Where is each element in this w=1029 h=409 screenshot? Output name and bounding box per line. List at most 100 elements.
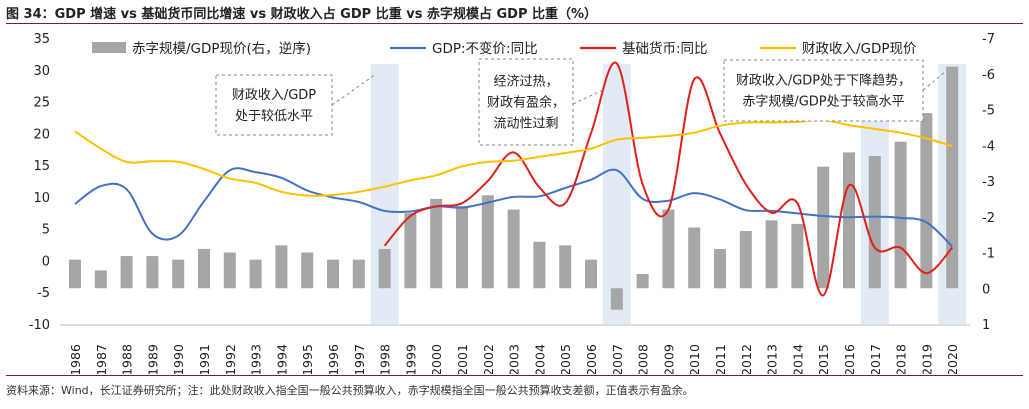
deficit-bar <box>739 231 752 289</box>
right-axis-tick-label: -4 <box>982 139 995 154</box>
x-tick-label: 2019 <box>919 344 934 374</box>
annotations: 财政收入/GDP 处于较低水平 经济过热， 财政有盈余， 流动性过剩 财政收入/GDP处于… <box>215 58 946 146</box>
deficit-bar <box>894 141 907 289</box>
left-axis-tick-label: 30 <box>33 64 50 79</box>
right-axis-tick-label: -6 <box>982 68 995 83</box>
deficit-bar <box>843 152 855 289</box>
footnote: 资料来源：Wind，长江证券研究所；注：此处财政收入指全国一般公共预算收入，赤字… <box>6 384 694 397</box>
left-axis-tick-label: 0 <box>42 254 50 269</box>
x-tick-label: 1998 <box>378 344 393 374</box>
deficit-bar <box>352 259 365 289</box>
deficit-bar <box>94 270 107 289</box>
x-tick-label: 1999 <box>403 344 418 374</box>
x-tick-label: 1997 <box>352 344 367 374</box>
annotation-text: 财政有盈余， <box>487 95 565 111</box>
highlight-band <box>602 64 631 324</box>
x-tick-label: 1996 <box>326 344 341 374</box>
deficit-bar <box>198 248 210 289</box>
deficit-bar <box>868 155 881 289</box>
x-tick-label: 2004 <box>532 344 547 374</box>
right-axis-tick-label: 1 <box>982 318 990 333</box>
annotation-box <box>723 59 924 122</box>
x-tick-label: 1989 <box>145 344 160 374</box>
figure-title: 图 34：GDP 增速 vs 基础货币同比增速 vs 财政收入占 GDP 比重 … <box>6 7 598 22</box>
deficit-bar <box>688 227 701 289</box>
x-tick-label: 2000 <box>429 344 444 374</box>
x-tick-label: 2005 <box>558 344 573 374</box>
x-tick-label: 2020 <box>945 344 960 374</box>
x-tick-label: 2012 <box>739 344 754 374</box>
annotation-box <box>215 74 333 136</box>
legend-label: 赤字规模/GDP现价(右，逆序) <box>132 41 311 57</box>
x-tick-label: 1991 <box>197 344 212 374</box>
left-axis-tick-label: 35 <box>33 32 50 47</box>
x-tick-label: 2001 <box>455 344 470 374</box>
annotation-leader <box>331 73 377 106</box>
x-tick-label: 2003 <box>507 344 522 374</box>
legend-swatch-bar <box>92 42 126 53</box>
x-tick-label: 2013 <box>765 344 780 374</box>
x-tick-label: 1993 <box>249 344 264 374</box>
deficit-bar <box>481 195 494 289</box>
deficit-bar <box>946 66 959 289</box>
deficit-bar <box>559 245 572 289</box>
x-tick-label: 2002 <box>481 344 496 374</box>
deficit-bar <box>301 252 314 289</box>
x-tick-label: 1988 <box>120 344 135 374</box>
x-tick-label: 1995 <box>300 344 315 374</box>
deficit-bar <box>327 259 339 289</box>
x-tick-label: 2006 <box>584 344 599 374</box>
annotation-text: 流动性过剩 <box>493 117 558 132</box>
right-axis-tick-label: -2 <box>982 211 995 226</box>
legend-label: 基础货币:同比 <box>622 40 708 57</box>
x-tick-label: 2009 <box>661 344 676 374</box>
deficit-bar <box>765 220 778 289</box>
deficit-bar <box>662 209 675 289</box>
left-axis-tick-label: 20 <box>33 127 50 142</box>
deficit-bar <box>69 259 81 289</box>
legend-label: GDP:不变价:同比 <box>432 41 538 57</box>
x-tick-label: 1992 <box>223 344 238 374</box>
deficit-bar <box>172 259 185 289</box>
deficit-bar <box>378 248 391 289</box>
deficit-bar <box>714 248 726 289</box>
deficit-bar <box>275 245 288 289</box>
title-rule <box>6 23 1023 24</box>
deficit-bar <box>223 252 236 289</box>
footnote-rule <box>6 375 1023 376</box>
annotation-text: 财政收入/GDP处于下降趋势， <box>736 73 911 89</box>
left-axis-tick-label: -5 <box>37 286 50 301</box>
deficit-bar <box>533 241 546 289</box>
deficit-bar <box>920 113 933 289</box>
x-tick-label: 2017 <box>868 344 883 374</box>
left-axis-tick-label: 25 <box>33 96 50 111</box>
annotation-text: 财政收入/GDP <box>232 88 316 103</box>
deficit-bar <box>120 256 133 289</box>
x-tick-label: 1990 <box>171 344 186 374</box>
left-axis-tick-label: 5 <box>42 223 50 238</box>
x-tick-label: 2007 <box>610 344 625 374</box>
deficit-bar <box>146 256 159 289</box>
annotation-text: 处于较低水平 <box>235 109 313 124</box>
x-tick-label: 2011 <box>713 344 728 374</box>
right-axis-tick-label: -7 <box>982 32 995 47</box>
x-tick-label: 2018 <box>894 344 909 374</box>
left-axis-tick-label: -10 <box>29 318 50 333</box>
x-tick-label: 1994 <box>274 344 289 374</box>
deficit-bar <box>636 273 649 289</box>
right-axis-tick-label: -3 <box>982 175 995 190</box>
legend: 赤字规模/GDP现价(右，逆序) GDP:不变价:同比 基础货币:同比 财政收入/GD… <box>92 40 917 57</box>
deficit-bar <box>249 259 262 289</box>
annotation-leader <box>922 71 946 91</box>
base-money-line <box>383 61 953 297</box>
x-tick-label: 2016 <box>842 344 857 374</box>
right-axis-tick-label: -1 <box>982 247 995 262</box>
annotation-text: 赤字规模/GDP处于较高水平 <box>742 94 904 110</box>
deficit-bar <box>585 259 597 289</box>
deficit-bar <box>430 198 443 289</box>
x-tick-label: 1986 <box>68 344 83 374</box>
right-axis-tick-label: -5 <box>982 104 995 119</box>
deficit-bar <box>610 288 623 310</box>
bar-series <box>69 66 959 310</box>
